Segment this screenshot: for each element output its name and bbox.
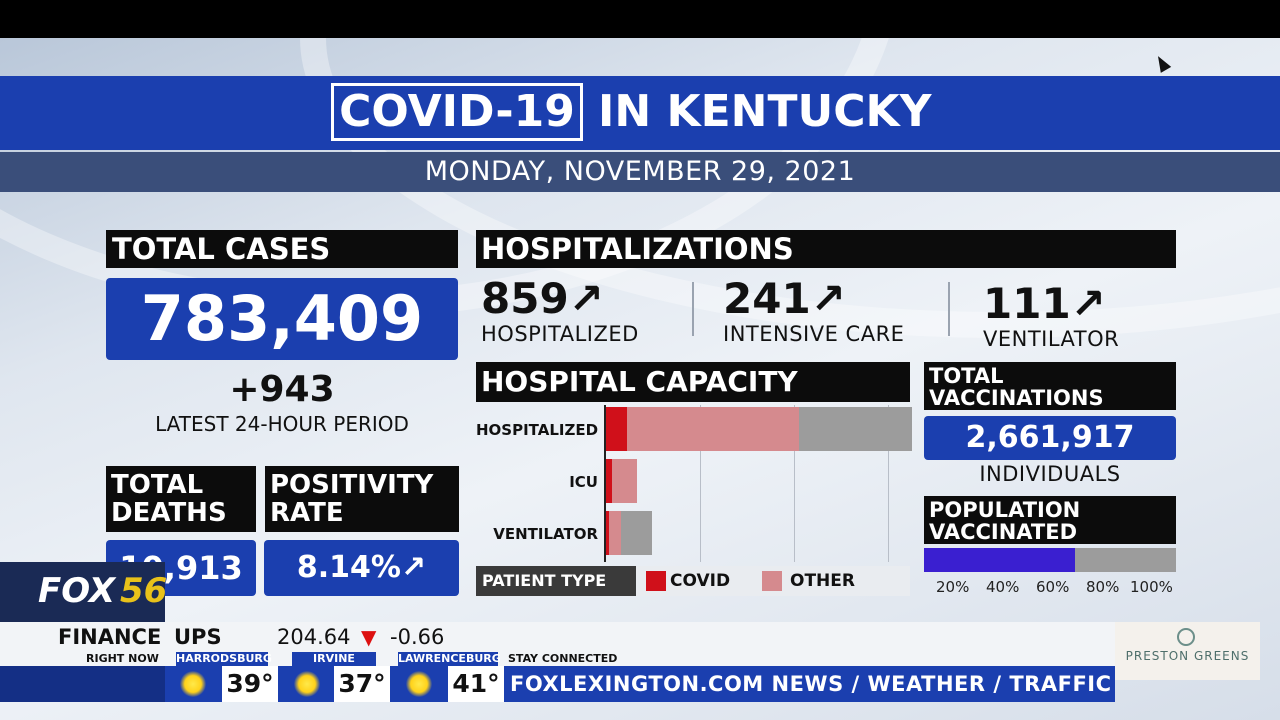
station-logo-number: 56 — [120, 571, 168, 611]
hospitalizations-label: HOSPITALIZATIONS — [476, 230, 1176, 268]
city-name: LAWRENCEBURG — [398, 652, 501, 666]
trend-up-icon: ↗ — [1070, 279, 1106, 328]
total-vaccinations-value: 2,661,917 — [924, 416, 1176, 460]
stat-ventilator: 111↗ VENTILATOR — [983, 279, 1120, 352]
population-vaccinated-fill — [924, 548, 1076, 572]
cases-delta: +943 — [229, 369, 335, 410]
stat-hospitalized-value: 859 — [481, 274, 569, 323]
stat-ventilator-value: 111 — [983, 279, 1071, 328]
ticker-change: -0.66 — [390, 625, 445, 649]
stat-divider — [948, 282, 950, 336]
population-vaccinated-bar — [924, 548, 1176, 572]
ticker-symbol: UPS — [174, 625, 222, 649]
grid-line — [888, 405, 889, 562]
positivity-label-line1: POSITIVITY — [270, 470, 434, 500]
stat-divider — [692, 282, 694, 336]
pv-tick-label: 60% — [1036, 578, 1070, 596]
bar-remaining-capacity — [621, 511, 652, 555]
bar-other — [612, 459, 637, 503]
sponsor-logo-icon — [1177, 628, 1195, 646]
city-temp: 37° — [334, 666, 390, 702]
legend-title: PATIENT TYPE — [476, 566, 636, 596]
sun-icon — [406, 671, 432, 697]
vaccinations-sub: INDIVIDUALS — [979, 462, 1121, 486]
total-deaths-label-line1: TOTAL — [111, 470, 204, 500]
stat-intensive-care-value: 241 — [723, 274, 811, 323]
station-logo — [0, 562, 165, 622]
bar-covid — [606, 459, 613, 503]
site-url: FOXLEXINGTON.COM NEWS / WEATHER / TRAFFI… — [510, 672, 1112, 696]
station-logo-fox: FOX — [38, 571, 116, 611]
bar-covid — [606, 407, 628, 451]
trend-up-icon: ↗ — [810, 274, 846, 323]
total-vaccinations-label-line2: VACCINATIONS — [929, 386, 1104, 410]
stat-intensive-care: 241↗ INTENSIVE CARE — [723, 274, 905, 347]
bar-remaining-capacity — [798, 407, 912, 451]
legend-swatch-covid — [646, 571, 666, 591]
title-boxed: COVID-19 — [331, 83, 583, 141]
positivity-label-line2: RATE — [270, 498, 344, 528]
ticker-down-icon: ▼ — [361, 625, 377, 649]
cases-period: LATEST 24-HOUR PERIOD — [155, 412, 409, 436]
right-now-label: RIGHT NOW — [86, 652, 159, 665]
weather-left-panel — [0, 666, 165, 702]
sponsor-name: PRESTON GREENS — [1125, 649, 1250, 663]
stay-connected-label: STAY CONNECTED — [508, 652, 618, 665]
sun-icon — [180, 671, 206, 697]
bar-covid — [606, 511, 610, 555]
pv-tick-label: 40% — [986, 578, 1020, 596]
pv-tick-label: 20% — [936, 578, 970, 596]
city-name: HARRODSBURG — [176, 652, 272, 666]
trend-up-icon: ↗ — [568, 274, 604, 323]
sun-icon — [294, 671, 320, 697]
positivity-label: POSITIVITY RATE — [265, 466, 459, 532]
bar-other — [609, 511, 622, 555]
total-deaths-label-line2: DEATHS — [111, 498, 227, 528]
city-name: IRVINE — [292, 652, 376, 666]
ticker-price: 204.64 — [277, 625, 351, 649]
grid-line — [700, 405, 701, 562]
legend-swatch-other — [762, 571, 782, 591]
positivity-value: 8.14%↗ — [264, 540, 459, 596]
finance-ticker — [0, 622, 1115, 652]
total-vaccinations-label: TOTAL VACCINATIONS — [924, 362, 1176, 410]
population-vaccinated-label: POPULATION VACCINATED — [924, 496, 1176, 544]
stat-hospitalized: 859↗ HOSPITALIZED — [481, 274, 639, 347]
date-bar — [0, 152, 1280, 192]
capacity-chart — [604, 405, 912, 562]
positivity-trend-icon: ↗ — [400, 550, 427, 585]
date-text: MONDAY, NOVEMBER 29, 2021 — [424, 156, 856, 187]
title-rest: IN KENTUCKY — [598, 86, 932, 137]
bar-category-label: ICU — [569, 473, 598, 491]
stat-intensive-care-label: INTENSIVE CARE — [723, 322, 905, 346]
weather-strip — [0, 652, 1115, 666]
city-temp: 39° — [222, 666, 278, 702]
total-vaccinations-label-line1: TOTAL — [929, 364, 1004, 388]
legend-label-other: OTHER — [790, 571, 855, 591]
grid-line — [794, 405, 795, 562]
pv-tick-label: 100% — [1130, 578, 1173, 596]
title-bar — [0, 76, 1280, 150]
pv-tick-label: 80% — [1086, 578, 1120, 596]
legend-label-covid: COVID — [670, 571, 731, 591]
population-vaccinated-label-line1: POPULATION — [929, 498, 1081, 522]
bar-category-label: HOSPITALIZED — [476, 421, 599, 439]
bar-category-label: VENTILATOR — [493, 525, 598, 543]
hospital-capacity-label: HOSPITAL CAPACITY — [476, 362, 910, 402]
stat-hospitalized-label: HOSPITALIZED — [481, 322, 639, 346]
population-vaccinated-label-line2: VACCINATED — [929, 520, 1078, 544]
positivity-number: 8.14% — [296, 550, 401, 585]
total-deaths-label: TOTAL DEATHS — [106, 466, 256, 532]
city-temp: 41° — [448, 666, 504, 702]
total-cases-label: TOTAL CASES — [106, 230, 458, 268]
total-cases-value: 783,409 — [106, 278, 458, 360]
bar-other — [627, 407, 799, 451]
stat-ventilator-label: VENTILATOR — [983, 327, 1120, 351]
ticker-section: FINANCE — [58, 625, 162, 649]
